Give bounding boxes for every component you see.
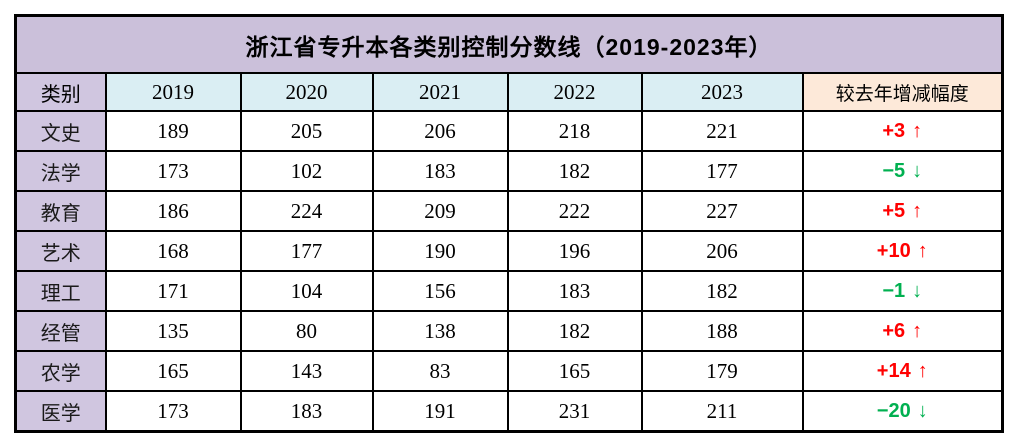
- change-value: +5: [882, 199, 906, 222]
- score-cell: 182: [640, 270, 804, 312]
- change-value: +14: [876, 359, 911, 382]
- score-cell: 80: [239, 310, 374, 352]
- down-arrow-icon: ↓: [912, 159, 923, 182]
- category-cell: 经管: [14, 310, 107, 352]
- category-cell: 理工: [14, 270, 107, 312]
- score-cell: 183: [371, 150, 509, 192]
- score-cell: 183: [239, 390, 374, 433]
- table-row: 农学 165 143 83 165 179 +14 ↑: [14, 350, 1004, 392]
- score-cell: 183: [506, 270, 643, 312]
- up-arrow-icon: ↑: [917, 239, 928, 262]
- change-value: +10: [876, 239, 911, 262]
- score-cell: 206: [640, 230, 804, 272]
- category-cell: 文史: [14, 110, 107, 152]
- change-cell: +6 ↑: [801, 310, 1004, 352]
- change-value: −5: [882, 159, 906, 182]
- score-cell: 227: [640, 190, 804, 232]
- category-cell: 艺术: [14, 230, 107, 272]
- score-cell: 221: [640, 110, 804, 152]
- score-cell: 206: [371, 110, 509, 152]
- score-cell: 188: [640, 310, 804, 352]
- score-cell: 205: [239, 110, 374, 152]
- score-cell: 211: [640, 390, 804, 433]
- change-cell: −5 ↓: [801, 150, 1004, 192]
- score-cell: 135: [104, 310, 242, 352]
- down-arrow-icon: ↓: [912, 279, 923, 302]
- score-cell: 231: [506, 390, 643, 433]
- score-cell: 102: [239, 150, 374, 192]
- score-cell: 173: [104, 150, 242, 192]
- change-cell: +3 ↑: [801, 110, 1004, 152]
- score-cell: 104: [239, 270, 374, 312]
- score-cell: 177: [640, 150, 804, 192]
- score-cell: 209: [371, 190, 509, 232]
- score-cell: 138: [371, 310, 509, 352]
- score-cell: 179: [640, 350, 804, 392]
- header-year-2020: 2020: [239, 72, 374, 112]
- category-cell: 农学: [14, 350, 107, 392]
- score-cell: 222: [506, 190, 643, 232]
- table-row: 理工 171 104 156 183 182 −1 ↓: [14, 270, 1004, 312]
- table-row: 医学 173 183 191 231 211 −20 ↓: [14, 390, 1004, 433]
- score-cell: 168: [104, 230, 242, 272]
- score-cell: 189: [104, 110, 242, 152]
- score-cell: 165: [506, 350, 643, 392]
- header-year-2023: 2023: [640, 72, 804, 112]
- change-value: +6: [882, 319, 906, 342]
- up-arrow-icon: ↑: [917, 359, 928, 382]
- score-cell: 182: [506, 310, 643, 352]
- header-year-2019: 2019: [104, 72, 242, 112]
- score-cell: 143: [239, 350, 374, 392]
- change-cell: +10 ↑: [801, 230, 1004, 272]
- score-table-container: 浙江省专升本各类别控制分数线（2019-2023年） 类别 2019 2020 …: [14, 14, 1004, 433]
- header-category: 类别: [14, 72, 107, 112]
- category-cell: 教育: [14, 190, 107, 232]
- header-year-2021: 2021: [371, 72, 509, 112]
- score-cell: 190: [371, 230, 509, 272]
- change-cell: +14 ↑: [801, 350, 1004, 392]
- score-cell: 83: [371, 350, 509, 392]
- table-row: 教育 186 224 209 222 227 +5 ↑: [14, 190, 1004, 232]
- score-cell: 177: [239, 230, 374, 272]
- up-arrow-icon: ↑: [912, 319, 923, 342]
- score-cell: 171: [104, 270, 242, 312]
- category-cell: 法学: [14, 150, 107, 192]
- score-cell: 156: [371, 270, 509, 312]
- table-row: 法学 173 102 183 182 177 −5 ↓: [14, 150, 1004, 192]
- up-arrow-icon: ↑: [912, 119, 923, 142]
- score-cell: 165: [104, 350, 242, 392]
- change-cell: +5 ↑: [801, 190, 1004, 232]
- table-row: 文史 189 205 206 218 221 +3 ↑: [14, 110, 1004, 152]
- page-title: 浙江省专升本各类别控制分数线（2019-2023年）: [14, 14, 1004, 74]
- change-value: −20: [876, 399, 911, 422]
- change-cell: −1 ↓: [801, 270, 1004, 312]
- up-arrow-icon: ↑: [912, 199, 923, 222]
- down-arrow-icon: ↓: [917, 399, 928, 422]
- table-body: 文史 189 205 206 218 221 +3 ↑ 法学 173 102 183 182 177 −5 ↓…: [14, 110, 1004, 433]
- header-row: 类别 2019 2020 2021 2022 2023 较去年增减幅度: [14, 72, 1004, 112]
- category-cell: 医学: [14, 390, 107, 433]
- table-row: 艺术 168 177 190 196 206 +10 ↑: [14, 230, 1004, 272]
- table-row: 经管 135 80 138 182 188 +6 ↑: [14, 310, 1004, 352]
- change-value: +3: [882, 119, 906, 142]
- score-cell: 218: [506, 110, 643, 152]
- score-cell: 182: [506, 150, 643, 192]
- score-cell: 186: [104, 190, 242, 232]
- header-change: 较去年增减幅度: [801, 72, 1004, 112]
- title-row: 浙江省专升本各类别控制分数线（2019-2023年）: [14, 14, 1004, 74]
- change-cell: −20 ↓: [801, 390, 1004, 433]
- score-cell: 196: [506, 230, 643, 272]
- change-value: −1: [882, 279, 906, 302]
- score-cell: 224: [239, 190, 374, 232]
- score-cell: 173: [104, 390, 242, 433]
- header-year-2022: 2022: [506, 72, 643, 112]
- score-table: 浙江省专升本各类别控制分数线（2019-2023年） 类别 2019 2020 …: [14, 14, 1004, 433]
- score-cell: 191: [371, 390, 509, 433]
